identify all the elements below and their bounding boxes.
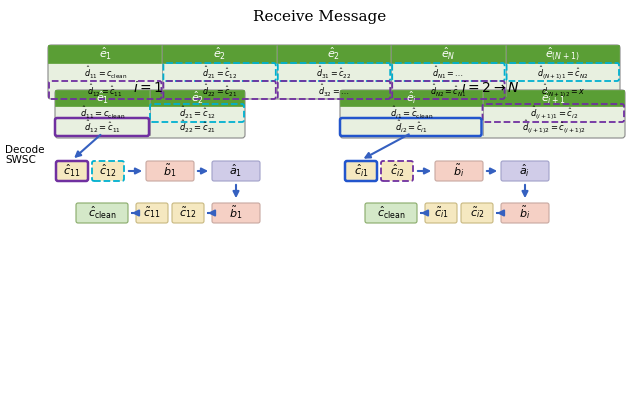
Text: $i=2\rightarrow N$: $i=2\rightarrow N$: [461, 80, 520, 95]
Text: $\hat{e}_{(N+1)}$: $\hat{e}_{(N+1)}$: [545, 46, 580, 62]
Bar: [506, 45, 619, 63]
Text: $\hat{d}_{11}=c_{\rm clean}$: $\hat{d}_{11}=c_{\rm clean}$: [80, 105, 125, 121]
FancyBboxPatch shape: [136, 203, 168, 223]
FancyBboxPatch shape: [501, 161, 549, 181]
Bar: [55, 90, 149, 106]
FancyBboxPatch shape: [365, 203, 417, 223]
Text: $\hat{c}_{\rm clean}$: $\hat{c}_{\rm clean}$: [88, 205, 116, 221]
Text: $\hat{d}_{N2}=\hat{c}_{N1}$: $\hat{d}_{N2}=\hat{c}_{N1}$: [430, 83, 467, 99]
Text: $\hat{d}_{12}=\hat{c}_{11}$: $\hat{d}_{12}=\hat{c}_{11}$: [84, 119, 121, 135]
Text: $\hat{e}_1$: $\hat{e}_1$: [96, 90, 109, 106]
Bar: [163, 45, 276, 63]
Bar: [391, 45, 504, 63]
Text: $\hat{d}_{22}=\hat{c}_{21}$: $\hat{d}_{22}=\hat{c}_{21}$: [202, 83, 237, 99]
Text: $\hat{a}_1$: $\hat{a}_1$: [229, 163, 243, 179]
Text: $\tilde{b}_i$: $\tilde{b}_i$: [520, 204, 531, 222]
FancyBboxPatch shape: [172, 203, 204, 223]
Text: $\hat{e}_1$: $\hat{e}_1$: [99, 46, 112, 62]
Text: $\hat{a}_i$: $\hat{a}_i$: [520, 163, 531, 179]
Text: $\hat{e}_2$: $\hat{e}_2$: [328, 46, 340, 62]
Text: $\hat{c}_{12}$: $\hat{c}_{12}$: [99, 163, 116, 179]
Text: $\hat{d}_{32}=\ldots$: $\hat{d}_{32}=\ldots$: [318, 83, 349, 99]
Text: $\hat{d}_{11}=c_{\rm clean}$: $\hat{d}_{11}=c_{\rm clean}$: [83, 65, 127, 81]
Text: $\tilde{c}_{11}$: $\tilde{c}_{11}$: [143, 206, 161, 220]
Text: $i=1$: $i=1$: [132, 80, 163, 95]
Text: $\hat{d}_{(N+1)1}=\hat{c}_{N2}$: $\hat{d}_{(N+1)1}=\hat{c}_{N2}$: [537, 64, 589, 82]
FancyBboxPatch shape: [56, 161, 88, 181]
FancyBboxPatch shape: [146, 161, 194, 181]
FancyBboxPatch shape: [212, 161, 260, 181]
FancyBboxPatch shape: [461, 203, 493, 223]
Text: $\hat{e}_N$: $\hat{e}_N$: [441, 46, 456, 62]
FancyBboxPatch shape: [92, 161, 124, 181]
Text: $\hat{e}_i$: $\hat{e}_i$: [406, 90, 417, 106]
FancyBboxPatch shape: [425, 203, 457, 223]
Text: $\hat{e}_2$: $\hat{e}_2$: [191, 90, 204, 106]
Text: $\hat{c}_{i1}$: $\hat{c}_{i1}$: [354, 163, 368, 179]
Text: $\hat{d}_{22}=\hat{c}_{21}$: $\hat{d}_{22}=\hat{c}_{21}$: [179, 119, 216, 135]
Text: $\hat{d}_{i2}=\hat{c}_{i1}$: $\hat{d}_{i2}=\hat{c}_{i1}$: [395, 119, 428, 135]
Text: $\tilde{b}_i$: $\tilde{b}_i$: [453, 162, 465, 180]
FancyBboxPatch shape: [345, 161, 377, 181]
Text: $\hat{d}_{N1}=\ldots$: $\hat{d}_{N1}=\ldots$: [433, 65, 465, 81]
FancyBboxPatch shape: [212, 203, 260, 223]
Bar: [150, 90, 244, 106]
Text: $\hat{d}_{31}=\hat{c}_{22}$: $\hat{d}_{31}=\hat{c}_{22}$: [316, 65, 352, 81]
Text: $\hat{d}_{(i+1)2}=\hat{c}_{(i+1)2}$: $\hat{d}_{(i+1)2}=\hat{c}_{(i+1)2}$: [522, 118, 586, 136]
Bar: [340, 90, 481, 106]
Text: $\hat{c}_{11}$: $\hat{c}_{11}$: [63, 163, 81, 179]
Bar: [483, 90, 624, 106]
FancyBboxPatch shape: [435, 161, 483, 181]
Text: $\hat{e}_2$: $\hat{e}_2$: [213, 46, 226, 62]
Text: $\hat{d}_{(N+1)2}=x$: $\hat{d}_{(N+1)2}=x$: [541, 82, 585, 100]
FancyBboxPatch shape: [76, 203, 128, 223]
Text: SWSC: SWSC: [5, 155, 36, 165]
FancyBboxPatch shape: [48, 45, 620, 99]
Text: $\tilde{c}_{12}$: $\tilde{c}_{12}$: [179, 206, 196, 220]
Text: Decode: Decode: [5, 145, 45, 155]
Text: $\hat{e}_{i+1}$: $\hat{e}_{i+1}$: [541, 90, 566, 106]
Text: Receive Message: Receive Message: [253, 10, 387, 24]
FancyBboxPatch shape: [340, 90, 625, 138]
Text: $\tilde{b}_1$: $\tilde{b}_1$: [229, 204, 243, 222]
Bar: [277, 45, 390, 63]
Text: $\tilde{c}_{i1}$: $\tilde{c}_{i1}$: [434, 206, 448, 220]
Text: $\hat{d}_{12}=\hat{c}_{11}$: $\hat{d}_{12}=\hat{c}_{11}$: [88, 83, 123, 99]
Text: $\hat{d}_{21}=\hat{c}_{12}$: $\hat{d}_{21}=\hat{c}_{12}$: [179, 105, 216, 121]
FancyBboxPatch shape: [381, 161, 413, 181]
Bar: [48, 45, 161, 63]
Text: $\hat{d}_{21}=\hat{c}_{12}$: $\hat{d}_{21}=\hat{c}_{12}$: [202, 65, 237, 81]
Text: $\tilde{c}_{i2}$: $\tilde{c}_{i2}$: [470, 206, 484, 220]
Text: $\hat{d}_{i1}=\hat{c}_{\rm clean}$: $\hat{d}_{i1}=\hat{c}_{\rm clean}$: [390, 105, 433, 121]
Text: $\hat{c}_{i2}$: $\hat{c}_{i2}$: [390, 163, 404, 179]
Text: $\hat{c}_{\rm clean}$: $\hat{c}_{\rm clean}$: [377, 205, 405, 221]
FancyBboxPatch shape: [501, 203, 549, 223]
Text: $\hat{d}_{(i+1)1}=\hat{c}_{i2}$: $\hat{d}_{(i+1)1}=\hat{c}_{i2}$: [530, 104, 578, 122]
FancyBboxPatch shape: [55, 90, 245, 138]
Text: $\tilde{b}_1$: $\tilde{b}_1$: [163, 162, 177, 180]
